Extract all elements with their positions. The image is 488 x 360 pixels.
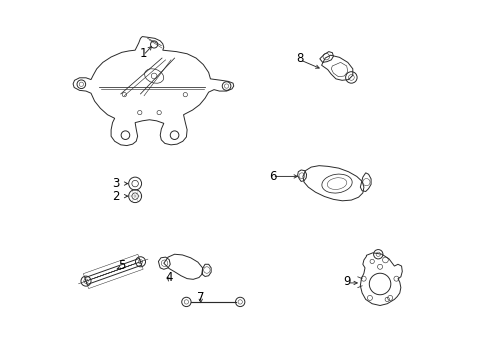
Text: 4: 4 <box>165 271 173 284</box>
Text: 8: 8 <box>296 51 303 64</box>
Text: 2: 2 <box>111 190 119 203</box>
Text: 9: 9 <box>343 275 350 288</box>
Text: 7: 7 <box>197 291 204 304</box>
Text: 1: 1 <box>140 47 147 60</box>
Text: 3: 3 <box>111 177 119 190</box>
Text: 6: 6 <box>268 170 276 183</box>
Text: 5: 5 <box>118 259 125 272</box>
